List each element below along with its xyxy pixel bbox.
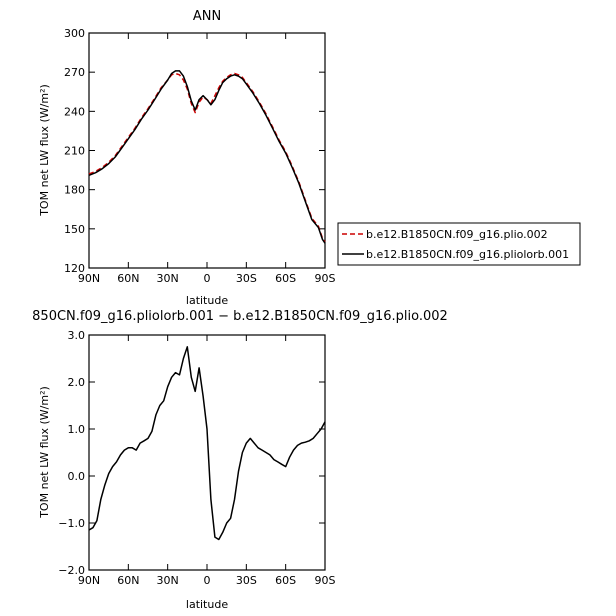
y-tick-label: 0.0 bbox=[68, 470, 86, 483]
top-plot-frame bbox=[88, 32, 326, 269]
x-tick-label: 60S bbox=[275, 272, 296, 285]
y-tick-label: 3.0 bbox=[68, 329, 86, 342]
y-tick-label: 270 bbox=[64, 66, 85, 79]
x-tick-label: 60N bbox=[117, 574, 139, 587]
y-tick-label: 240 bbox=[64, 105, 85, 118]
bottom-panel: 850CN.f09_g16.pliolorb.001 − b.e12.B1850… bbox=[32, 309, 448, 611]
top-chart-title: ANN bbox=[193, 9, 221, 24]
legend-label-plio002: b.e12.B1850CN.f09_g16.plio.002 bbox=[366, 228, 548, 241]
x-tick-label: 90S bbox=[315, 272, 336, 285]
x-tick-label: 30N bbox=[157, 574, 179, 587]
top-panel: ANN 90N 60N 30N 0 30S 60S 90S 120 150 180 210 240 2… bbox=[38, 9, 336, 307]
y-tick-label: 150 bbox=[64, 223, 85, 236]
top-series-lines bbox=[88, 70, 326, 244]
top-y-axis-label: TOM net LW flux (W/m²) bbox=[38, 84, 51, 217]
y-tick-label: 120 bbox=[64, 262, 85, 275]
x-tick-label: 60S bbox=[275, 574, 296, 587]
y-tick-label: −2.0 bbox=[58, 564, 85, 577]
x-tick-label: 90N bbox=[78, 574, 100, 587]
bottom-y-axis-label: TOM net LW flux (W/m²) bbox=[38, 386, 51, 519]
y-tick-label: −1.0 bbox=[58, 517, 85, 530]
legend-box bbox=[337, 222, 581, 266]
bottom-y-ticks: −2.0 −1.0 0.0 1.0 2.0 3.0 bbox=[58, 329, 325, 577]
y-tick-label: 2.0 bbox=[68, 376, 86, 389]
y-tick-label: 210 bbox=[64, 145, 85, 158]
x-tick-label: 30S bbox=[236, 574, 257, 587]
x-tick-label: 90S bbox=[315, 574, 336, 587]
series-line-1-0 bbox=[88, 346, 326, 541]
series-line-0-1 bbox=[88, 70, 326, 244]
legend: b.e12.B1850CN.f09_g16.plio.002 b.e12.B18… bbox=[337, 222, 581, 266]
x-tick-label: 30N bbox=[157, 272, 179, 285]
x-tick-label: 90N bbox=[78, 272, 100, 285]
bottom-x-axis-label: latitude bbox=[186, 598, 228, 611]
bottom-x-ticks: 90N 60N 30N 0 30S 60S 90S bbox=[78, 335, 336, 587]
x-tick-label: 30S bbox=[236, 272, 257, 285]
y-tick-label: 300 bbox=[64, 27, 85, 40]
bottom-chart-title: 850CN.f09_g16.pliolorb.001 − b.e12.B1850… bbox=[32, 309, 448, 324]
y-tick-label: 1.0 bbox=[68, 423, 86, 436]
x-tick-label: 0 bbox=[204, 272, 211, 285]
y-tick-label: 180 bbox=[64, 184, 85, 197]
top-x-axis-label: latitude bbox=[186, 294, 228, 307]
top-x-ticks: 90N 60N 30N 0 30S 60S 90S bbox=[78, 33, 336, 285]
x-tick-label: 60N bbox=[117, 272, 139, 285]
bottom-series-lines bbox=[88, 346, 326, 541]
bottom-plot-frame bbox=[88, 334, 326, 571]
legend-label-pliolorb001: b.e12.B1850CN.f09_g16.pliolorb.001 bbox=[366, 248, 569, 261]
top-y-ticks: 120 150 180 210 240 270 300 bbox=[64, 27, 325, 275]
x-tick-label: 0 bbox=[204, 574, 211, 587]
